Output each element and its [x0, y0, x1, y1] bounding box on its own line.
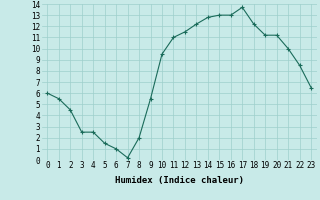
X-axis label: Humidex (Indice chaleur): Humidex (Indice chaleur): [115, 176, 244, 185]
